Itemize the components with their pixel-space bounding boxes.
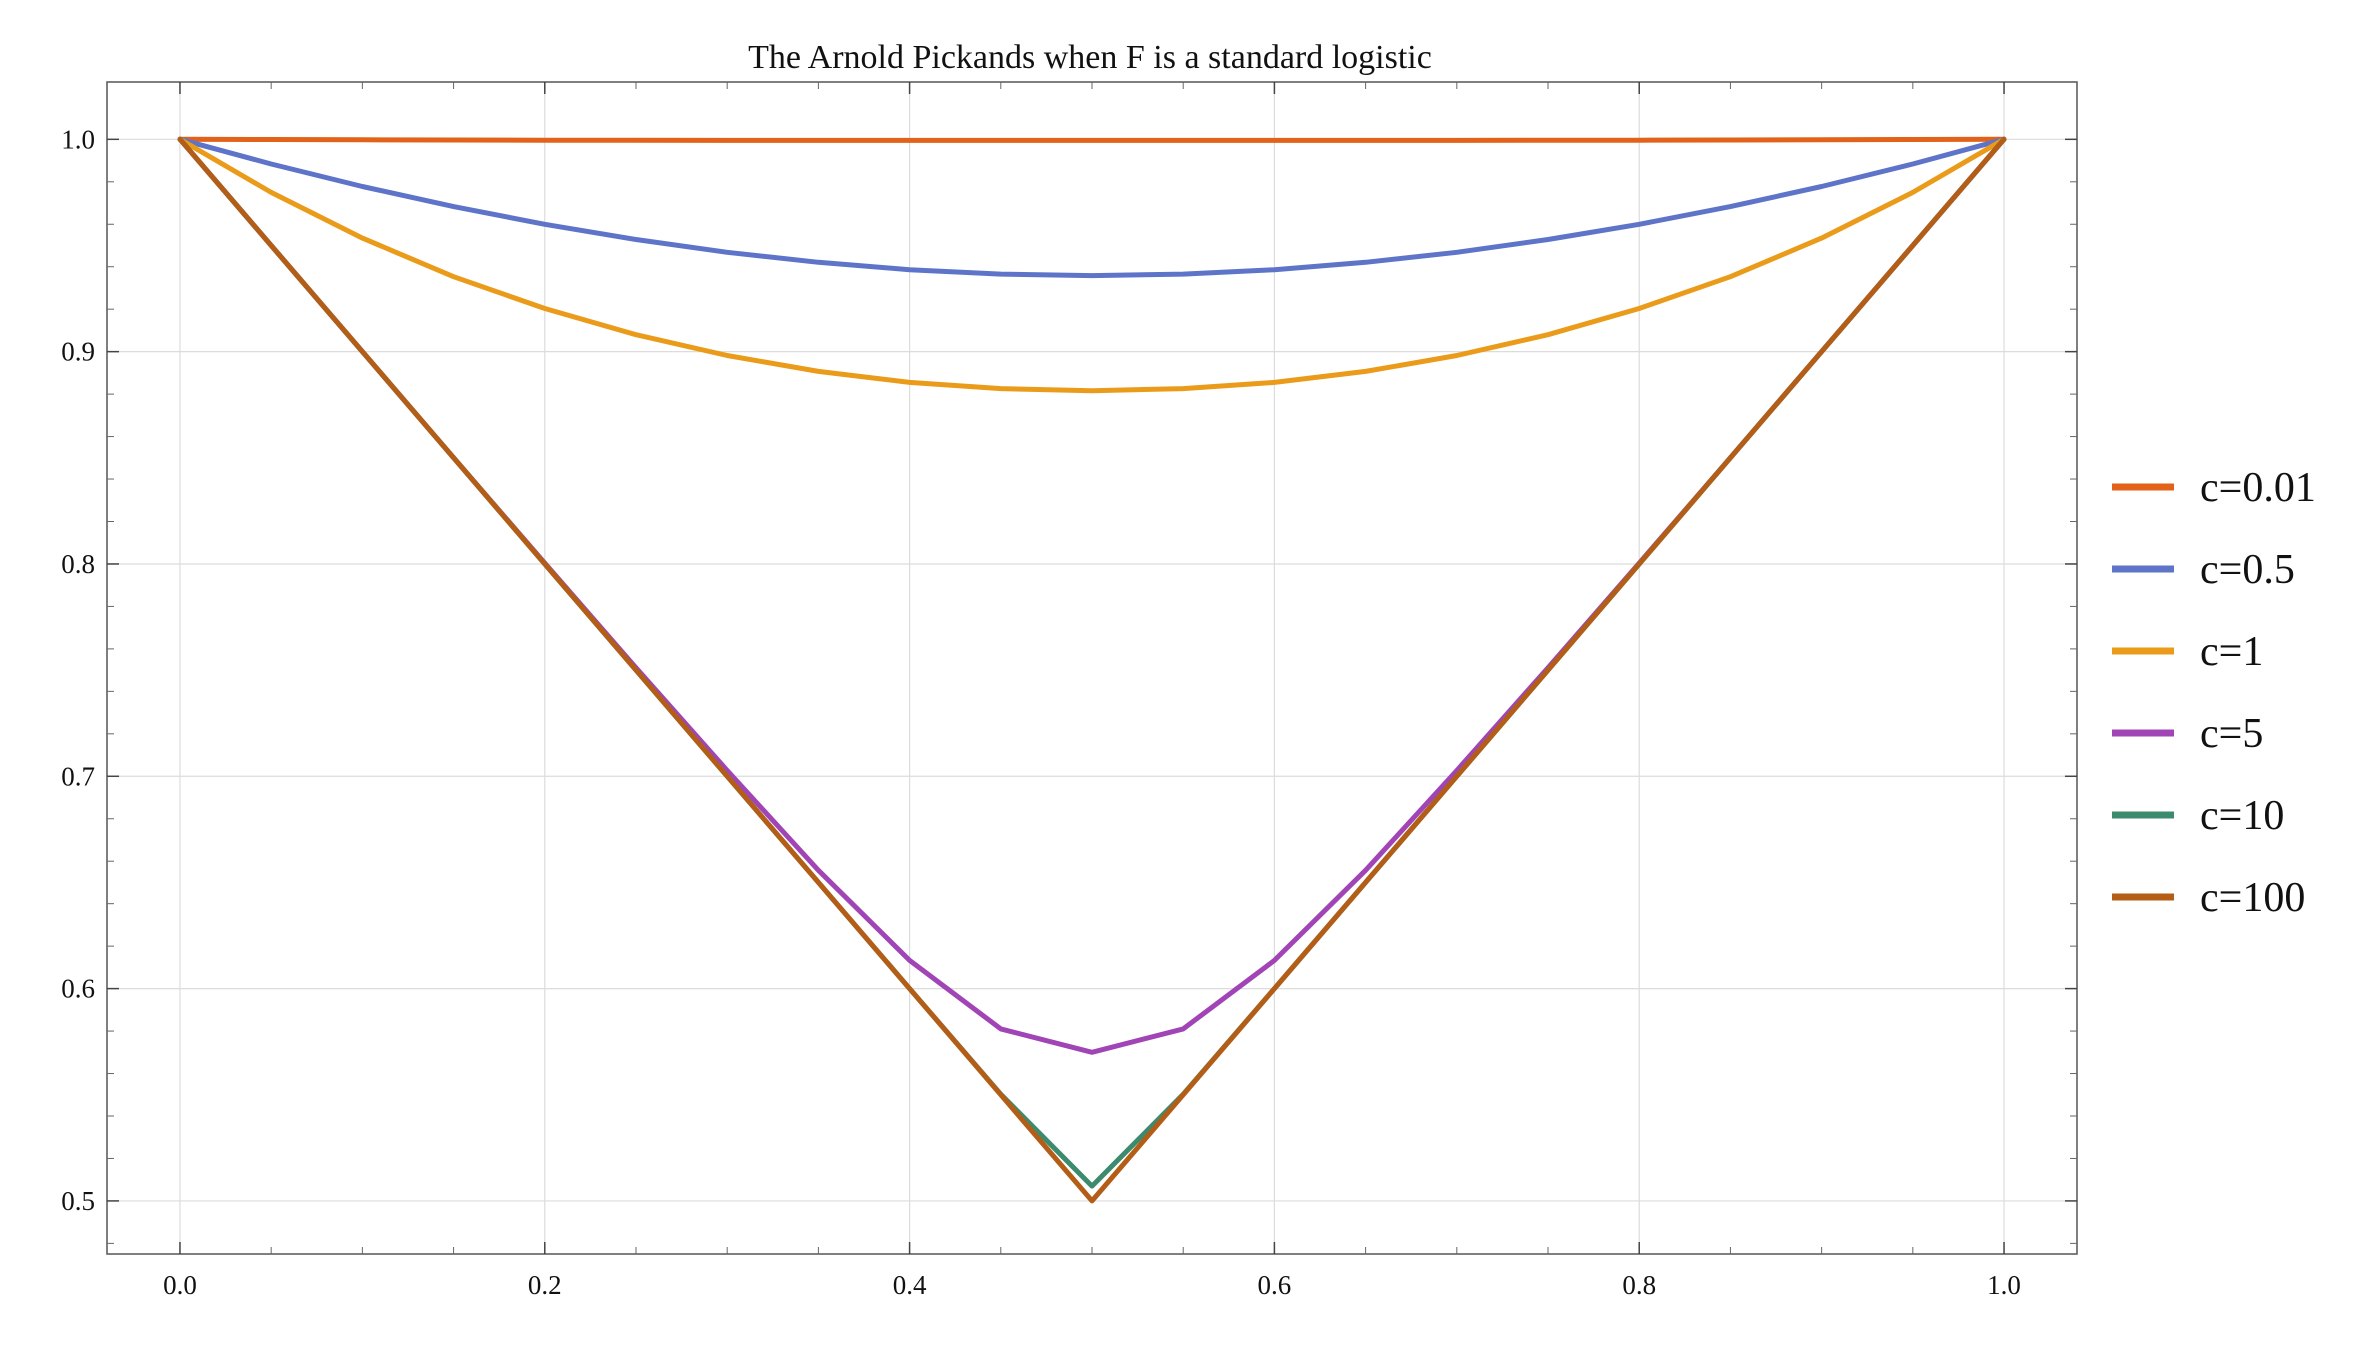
legend-label: c=100 <box>2200 875 2305 921</box>
series-line-c-10 <box>177 136 2007 1189</box>
grid-layer <box>107 82 2077 1254</box>
ticks-layer: 0.0 0.2 0.4 0.6 0.8 1.0 0.5 0.6 0.7 0.8 0.9 1.0 <box>61 82 2077 1300</box>
x-tick-label: 1.0 <box>1987 1270 2021 1300</box>
y-tick-label: 0.6 <box>61 974 95 1004</box>
series-line-c-100 <box>177 136 2007 1204</box>
legend-label: c=0.01 <box>2200 465 2316 511</box>
x-tick-label: 0.6 <box>1258 1270 1292 1300</box>
x-tick-label: 0.8 <box>1622 1270 1656 1300</box>
series-line-c-0-01 <box>177 136 2007 143</box>
y-tick-label: 0.8 <box>61 549 95 579</box>
legend-label: c=10 <box>2200 793 2284 839</box>
series-line-c-1 <box>177 136 2007 394</box>
y-tick-label: 0.5 <box>61 1186 95 1216</box>
legend-label: c=5 <box>2200 711 2263 757</box>
chart-title: The Arnold Pickands when F is a standard… <box>748 39 1432 76</box>
plot-frame <box>106 81 2078 1255</box>
y-tick-label: 1.0 <box>61 124 95 154</box>
x-tick-label: 0.2 <box>528 1270 562 1300</box>
y-tick-label: 0.7 <box>61 761 95 791</box>
legend-label: c=1 <box>2200 629 2263 675</box>
series-line-c-0-5 <box>177 136 2007 279</box>
series-layer <box>177 136 2007 1204</box>
x-tick-label: 0.4 <box>893 1270 927 1300</box>
legend-label: c=0.5 <box>2200 547 2295 593</box>
y-tick-label: 0.9 <box>61 337 95 367</box>
legend: c=0.01 c=0.5 c=1 c=5 c=10 c=100 <box>2112 465 2316 921</box>
x-tick-label: 0.0 <box>163 1270 197 1300</box>
